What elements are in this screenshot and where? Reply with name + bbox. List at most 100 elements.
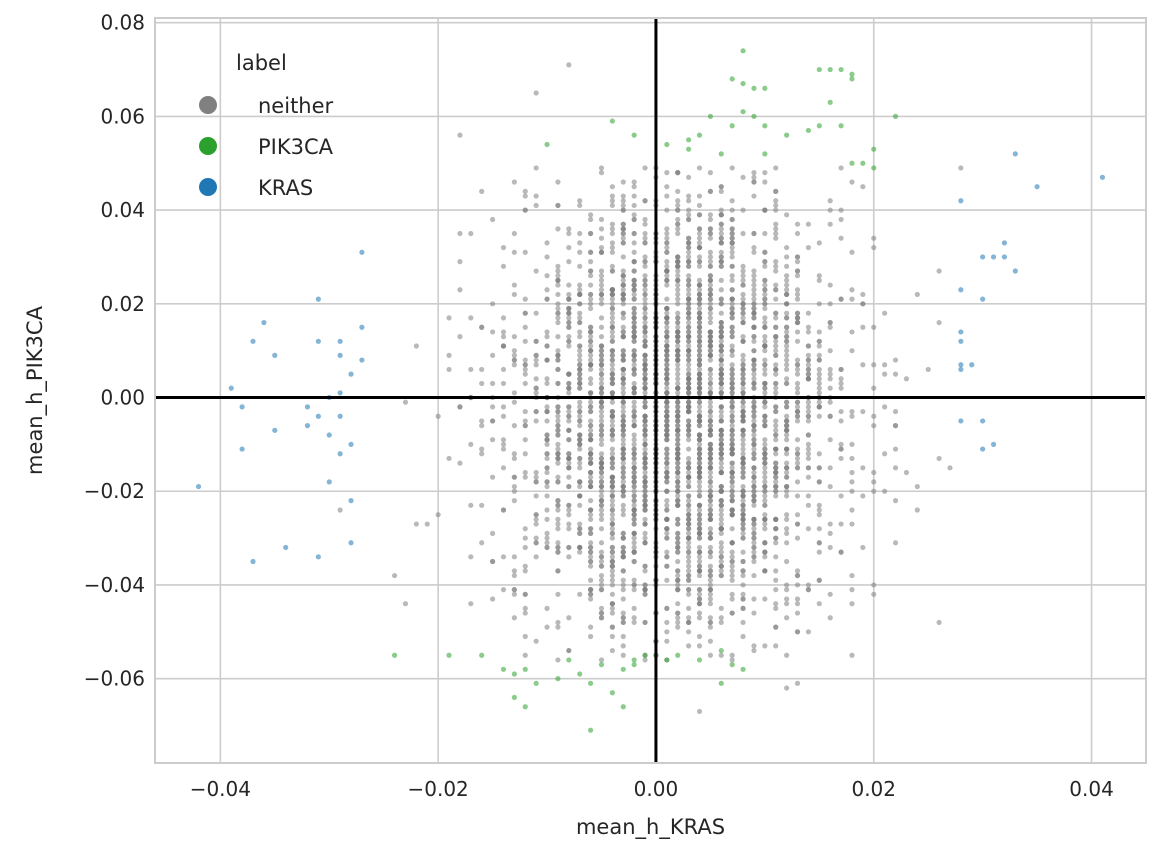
data-point [609, 460, 615, 466]
data-point [675, 216, 681, 223]
data-point [686, 338, 692, 344]
data-point [762, 643, 768, 649]
data-point [664, 207, 670, 213]
data-point [794, 319, 801, 326]
data-point [740, 418, 746, 424]
data-point [686, 479, 692, 485]
data-point [729, 418, 735, 424]
data-point [751, 249, 757, 255]
data-point [740, 413, 746, 419]
data-point [838, 549, 844, 555]
data-point [642, 296, 648, 302]
data-point [686, 516, 692, 522]
data-point [620, 334, 626, 340]
data-point [740, 296, 746, 302]
data-point [696, 385, 703, 391]
data-point [849, 76, 855, 82]
data-point [620, 404, 626, 410]
data-point [773, 423, 779, 429]
data-point [740, 109, 746, 115]
data-point [620, 530, 626, 537]
data-point [555, 568, 561, 574]
data-point [555, 366, 561, 373]
data-point [773, 202, 779, 209]
data-point [664, 629, 670, 635]
data-point [620, 502, 626, 508]
data-point [511, 488, 517, 494]
data-point [827, 319, 833, 326]
data-point [740, 282, 746, 288]
data-point [620, 240, 626, 246]
data-point [402, 399, 409, 405]
data-point [838, 408, 844, 415]
data-point [838, 66, 844, 73]
data-point [718, 319, 724, 326]
data-point [729, 399, 735, 405]
data-point [696, 404, 703, 410]
data-point [675, 362, 681, 368]
data-point [609, 249, 615, 255]
data-point [794, 493, 801, 499]
data-point [696, 408, 703, 415]
data-point [631, 474, 637, 480]
data-point [631, 479, 637, 485]
data-point [544, 432, 550, 438]
data-point [762, 526, 768, 532]
data-point [827, 282, 833, 288]
data-point [729, 254, 735, 260]
data-point [827, 591, 833, 597]
data-point [664, 235, 670, 241]
data-point [609, 202, 615, 209]
data-point [903, 469, 910, 476]
legend-label-neither: neither [258, 94, 334, 118]
data-point [609, 296, 615, 302]
data-point [555, 624, 561, 630]
data-point [642, 165, 648, 171]
data-point [664, 310, 670, 316]
data-point [696, 296, 703, 302]
data-point [511, 671, 517, 677]
data-point [871, 582, 877, 588]
data-point [468, 554, 474, 560]
data-point [871, 235, 877, 241]
data-point [588, 249, 594, 255]
data-point [631, 179, 637, 185]
data-point [762, 521, 768, 527]
data-point [816, 240, 822, 246]
data-point [609, 446, 615, 452]
data-point [729, 390, 735, 396]
data-point [642, 357, 648, 363]
data-point [642, 399, 648, 405]
data-point [751, 85, 757, 91]
data-point [707, 371, 713, 377]
data-point [784, 287, 790, 293]
data-point [707, 544, 713, 551]
data-point [773, 371, 779, 377]
legend-label-pik3ca: PIK3CA [258, 135, 334, 159]
data-point [664, 479, 670, 485]
data-point [740, 385, 746, 391]
data-point [631, 216, 637, 223]
data-point [816, 352, 822, 358]
data-point [696, 535, 703, 541]
data-point [729, 483, 735, 490]
data-point [566, 380, 572, 387]
data-point [315, 296, 321, 302]
data-point [740, 437, 746, 443]
data-point [773, 324, 779, 330]
data-point [751, 291, 757, 298]
data-point [609, 329, 615, 335]
data-point [762, 390, 768, 396]
data-point [740, 390, 746, 396]
data-point [838, 446, 844, 452]
data-point [762, 418, 768, 424]
data-point [827, 366, 833, 373]
data-point [686, 263, 692, 269]
data-point [892, 540, 899, 546]
data-point [805, 465, 812, 471]
data-point [686, 371, 692, 377]
data-point [1012, 151, 1018, 157]
data-point [500, 315, 507, 321]
data-point [838, 385, 844, 391]
data-point [816, 451, 822, 457]
